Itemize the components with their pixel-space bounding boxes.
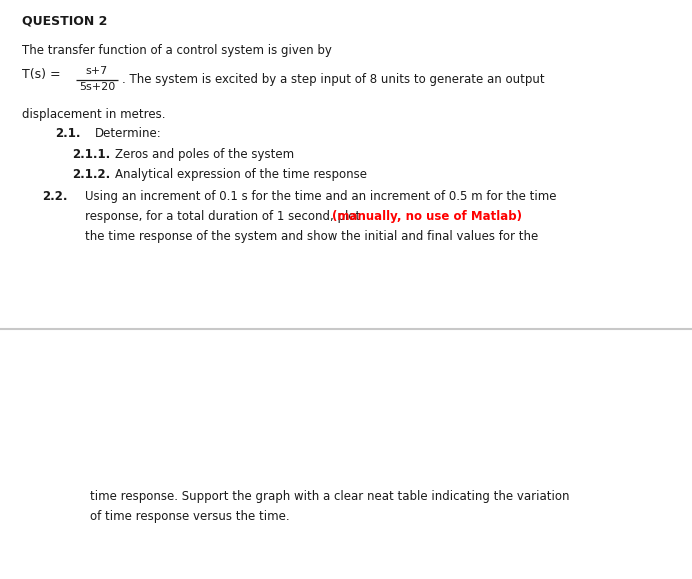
Text: 2.1.2.: 2.1.2.	[72, 168, 110, 181]
Text: 2.2.: 2.2.	[42, 190, 68, 203]
Text: Using an increment of 0.1 s for the time and an increment of 0.5 m for the time: Using an increment of 0.1 s for the time…	[85, 190, 556, 203]
Text: 5s+20: 5s+20	[79, 82, 115, 92]
Text: Determine:: Determine:	[95, 127, 162, 140]
Text: displacement in metres.: displacement in metres.	[22, 108, 165, 121]
Text: time response. Support the graph with a clear neat table indicating the variatio: time response. Support the graph with a …	[90, 490, 570, 503]
Text: s+7: s+7	[86, 66, 108, 76]
Text: the time response of the system and show the initial and final values for the: the time response of the system and show…	[85, 230, 538, 243]
Text: 2.1.1.: 2.1.1.	[72, 148, 110, 161]
Text: response, for a total duration of 1 second, plot: response, for a total duration of 1 seco…	[85, 210, 364, 223]
Text: . The system is excited by a step input of 8 units to generate an output: . The system is excited by a step input …	[122, 74, 545, 86]
Text: Analytical expression of the time response: Analytical expression of the time respon…	[115, 168, 367, 181]
Text: Zeros and poles of the system: Zeros and poles of the system	[115, 148, 294, 161]
Text: T(s) =: T(s) =	[22, 68, 61, 81]
Text: of time response versus the time.: of time response versus the time.	[90, 510, 290, 523]
Text: The transfer function of a control system is given by: The transfer function of a control syste…	[22, 44, 332, 57]
Text: 2.1.: 2.1.	[55, 127, 80, 140]
Text: (manually, no use of Matlab): (manually, no use of Matlab)	[332, 210, 522, 223]
Text: QUESTION 2: QUESTION 2	[22, 14, 107, 27]
